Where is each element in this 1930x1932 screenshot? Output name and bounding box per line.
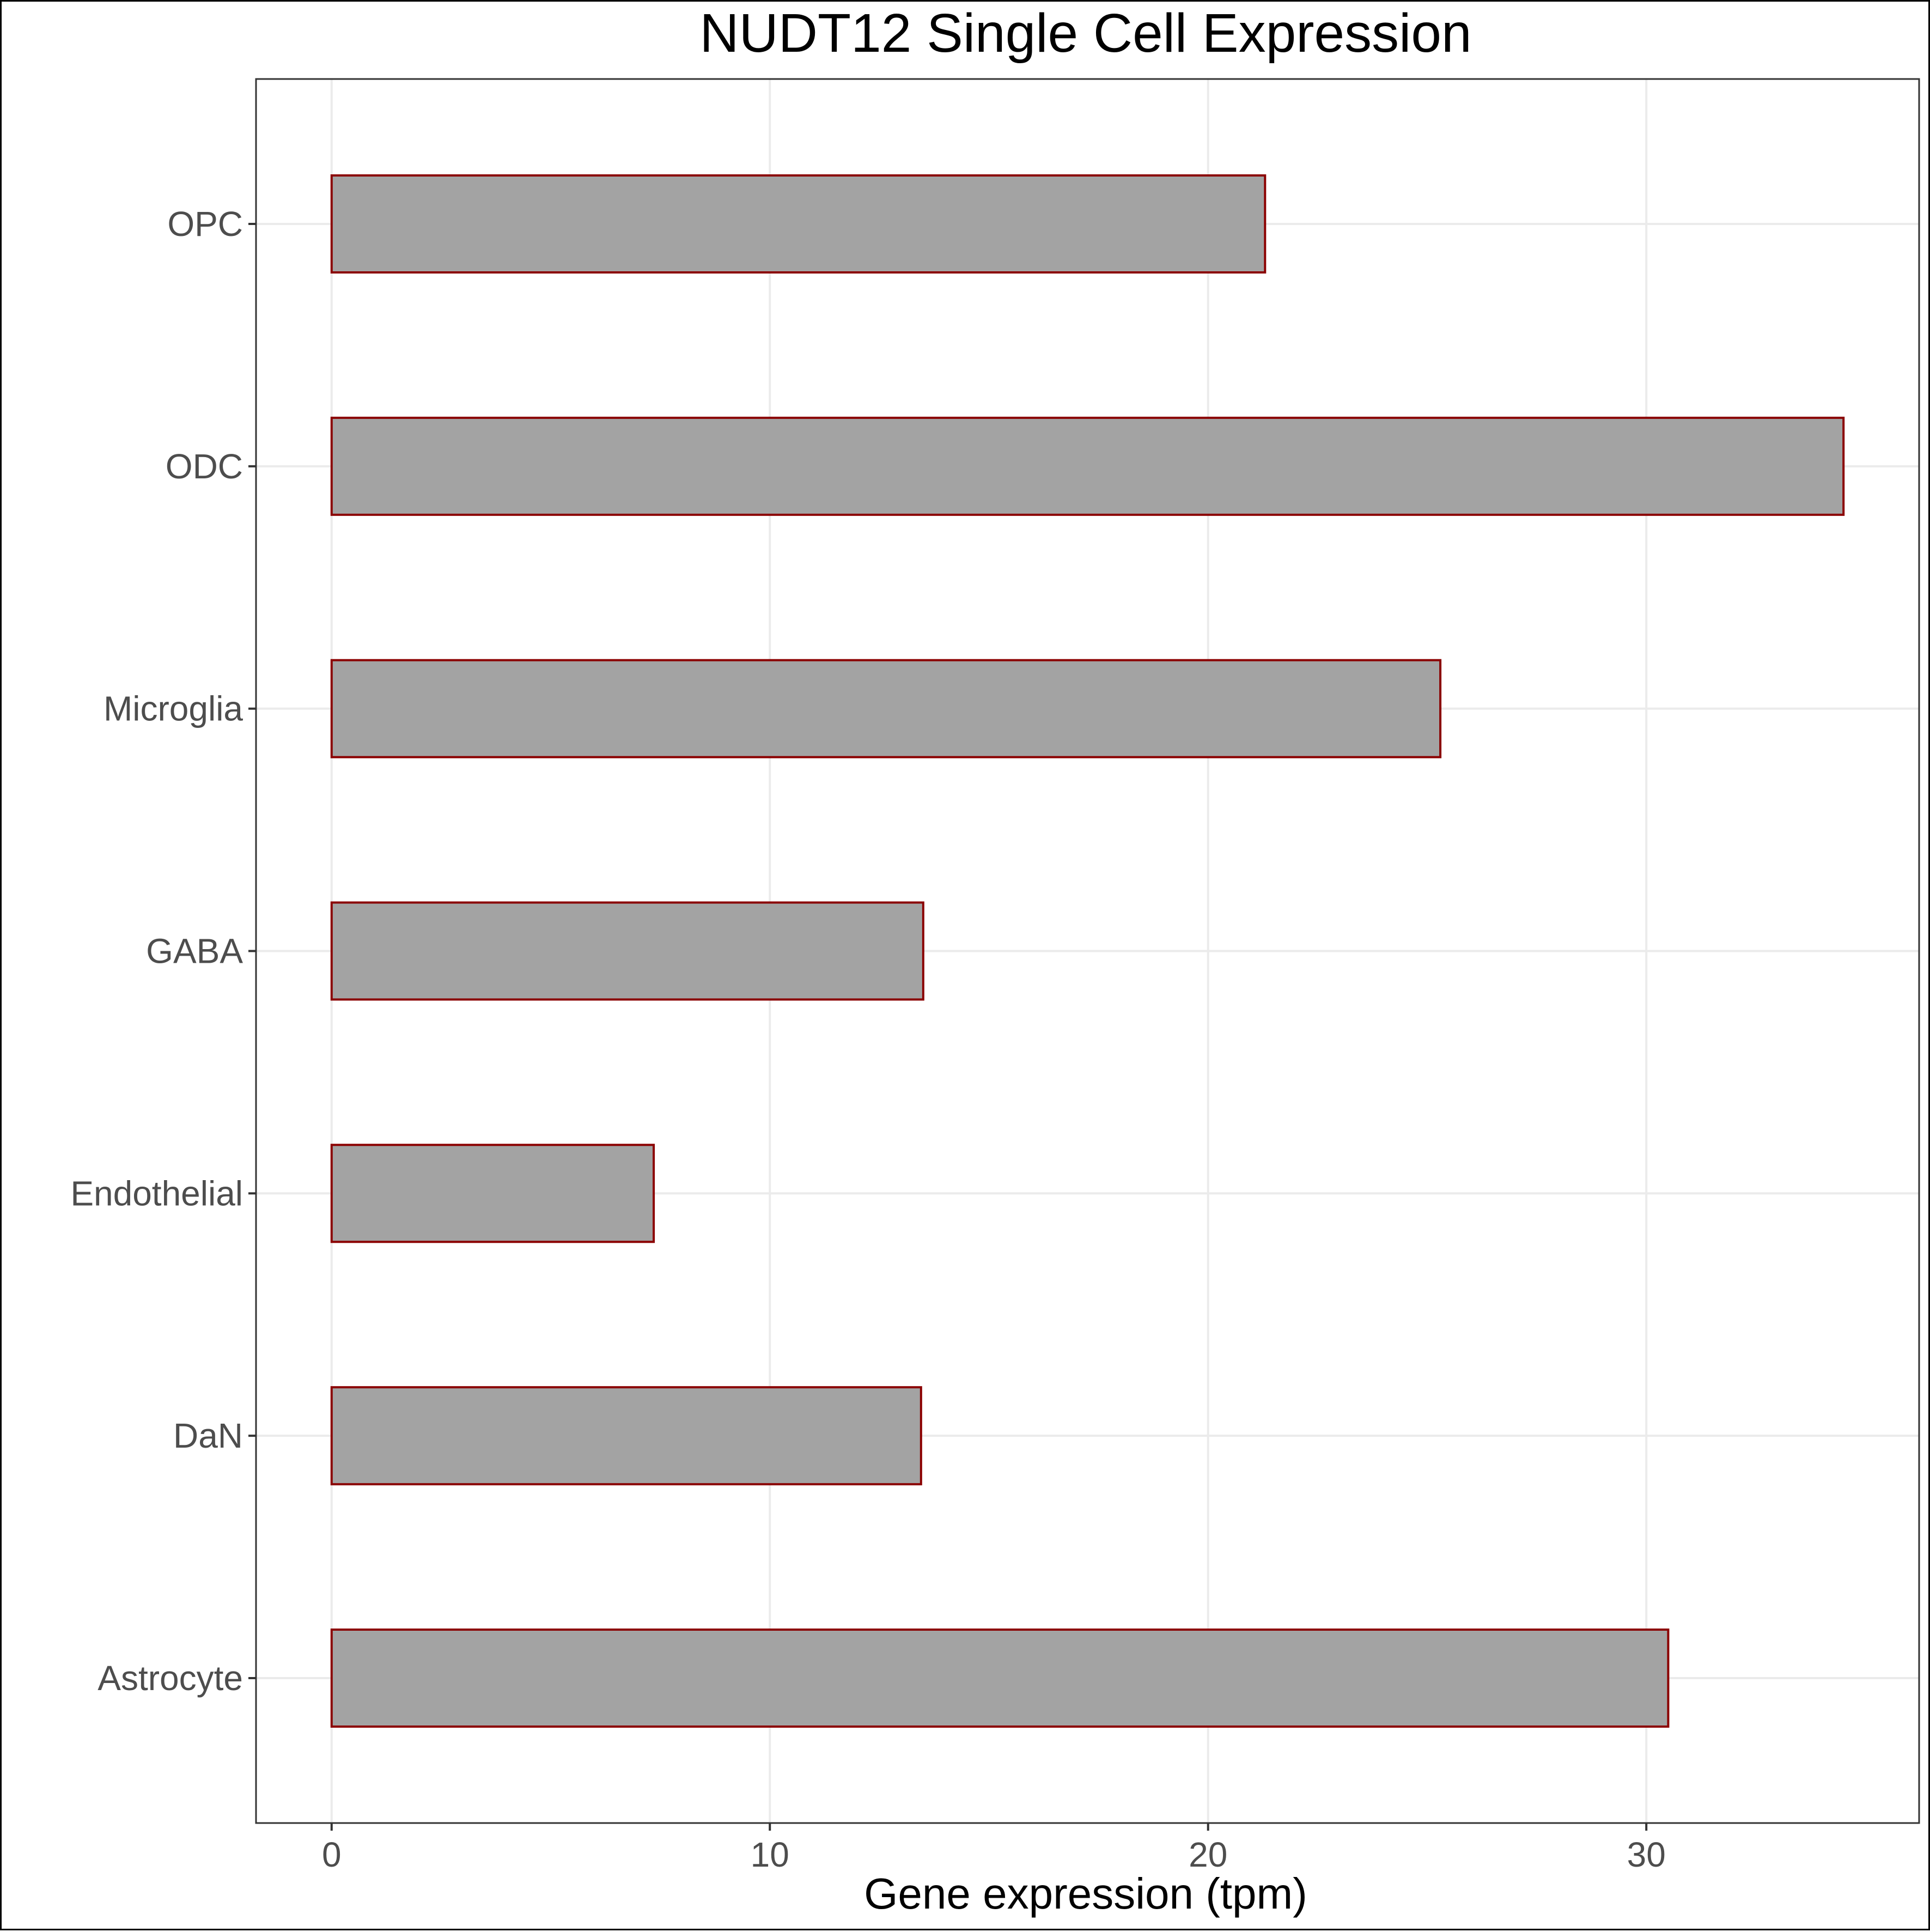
x-tick-label-30: 30	[1627, 1835, 1666, 1874]
x-tick-label-10: 10	[751, 1835, 789, 1874]
x-axis-ticks: 0 10 20 30	[322, 1823, 1666, 1874]
bar-endothelial	[330, 1144, 655, 1243]
bar-odc	[330, 416, 1845, 516]
y-tick-label-odc: ODC	[166, 447, 243, 486]
bar-gaba	[330, 901, 924, 1001]
bar-microglia	[330, 659, 1442, 758]
y-tick-label-microglia: Microglia	[103, 689, 243, 728]
x-tick-label-0: 0	[322, 1835, 342, 1874]
y-axis-ticks: Astrocyte DaN Endothelial GABA Microglia ODC O…	[70, 204, 256, 1698]
chart-title: NUDT12 Single Cell Expression	[699, 3, 1471, 64]
y-tick-label-dan: DaN	[173, 1416, 243, 1455]
y-tick-label-astrocyte: Astrocyte	[98, 1658, 243, 1698]
y-tick-label-opc: OPC	[167, 204, 243, 244]
bar-opc	[330, 174, 1267, 274]
bars	[330, 174, 1845, 1728]
y-tick-label-endothelial: Endothelial	[70, 1174, 243, 1213]
x-axis-title: Gene expression (tpm)	[864, 1869, 1307, 1918]
y-tick-label-gaba: GABA	[146, 932, 243, 971]
x-tick-label-20: 20	[1189, 1835, 1227, 1874]
bar-astrocyte	[330, 1629, 1670, 1728]
bar-dan	[330, 1386, 922, 1486]
